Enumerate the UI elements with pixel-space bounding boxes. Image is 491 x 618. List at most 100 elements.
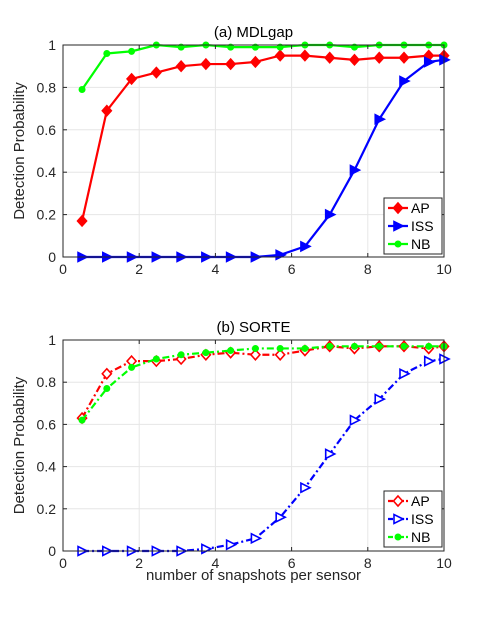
data-point-iss: [423, 355, 436, 367]
axes-box: [62, 339, 445, 552]
data-point-iss: [300, 240, 312, 253]
y-tick-label: 0: [48, 543, 56, 559]
plot-area: [63, 340, 444, 551]
legend-marker-ap: [392, 494, 404, 508]
data-point-nb: [227, 43, 235, 51]
chart-panel-a: 0 2 4 6 8 10 0 0.2 0.4 0.6 0.8 1 (a) MDLgap Detection…: [11, 24, 452, 277]
data-point-nb: [350, 43, 358, 51]
x-tick-label: 2: [135, 555, 143, 571]
data-point-ap: [126, 72, 138, 86]
y-tick-label: 0.4: [37, 459, 57, 475]
legend-marker-iss: [393, 220, 405, 232]
data-point-ap: [76, 214, 88, 228]
y-tick-label: 0.8: [37, 374, 57, 390]
data-point-ap: [225, 57, 237, 71]
data-point-iss: [275, 511, 287, 524]
data-point-ap: [274, 49, 286, 62]
data-point-nb: [251, 344, 259, 352]
series-nb: [78, 342, 448, 424]
data-point-ap: [249, 348, 261, 361]
data-point-nb: [326, 342, 334, 350]
data-point-iss: [374, 113, 387, 125]
x-tick-label: 4: [212, 555, 220, 571]
data-point-nb: [276, 43, 284, 51]
data-point-ap: [373, 51, 385, 64]
data-point-iss: [250, 532, 263, 545]
x-tick-label: 8: [364, 261, 372, 277]
y-tick-label: 1: [48, 37, 56, 53]
data-point-ap: [101, 104, 113, 117]
legend-marker-iss: [393, 513, 405, 525]
legend-label-nb: NB: [411, 236, 430, 252]
y-axis-label: Detection Probability: [11, 376, 28, 514]
y-tick-label: 0: [48, 249, 56, 265]
data-point-ap: [348, 53, 361, 67]
x-tick-label: 10: [436, 261, 452, 277]
series-ap: [76, 49, 450, 228]
data-point-nb: [103, 49, 111, 57]
data-point-ap: [200, 57, 212, 71]
data-point-iss: [374, 393, 387, 405]
legend-label-iss: ISS: [411, 218, 434, 234]
chart-title: (a) MDLgap: [214, 24, 293, 41]
data-point-ap: [274, 348, 286, 361]
x-tick-label: 0: [59, 261, 67, 277]
data-point-nb: [375, 342, 383, 350]
data-point-nb: [152, 355, 160, 363]
series-line-nb: [81, 345, 444, 421]
data-point-iss: [399, 367, 411, 380]
chart-title: (b) SORTE: [217, 319, 291, 336]
y-tick-label: 0.6: [37, 122, 57, 138]
data-point-nb: [128, 47, 136, 55]
legend-label-iss: ISS: [411, 511, 434, 527]
data-point-ap: [398, 51, 410, 64]
legend-label-nb: NB: [411, 529, 430, 545]
axes-box: [62, 44, 445, 258]
legend: AP ISS NB: [383, 197, 443, 255]
x-tick-label: 6: [288, 555, 296, 571]
x-tick-label: 4: [212, 261, 220, 277]
data-point-nb: [103, 385, 111, 393]
legend-marker-nb: [394, 240, 402, 248]
y-tick-label: 0.2: [37, 501, 57, 517]
data-point-nb: [177, 351, 185, 359]
data-point-nb: [251, 43, 259, 51]
x-tick-label: 8: [364, 555, 372, 571]
legend: AP ISS NB: [383, 490, 443, 548]
data-point-iss: [300, 481, 312, 494]
data-point-nb: [177, 43, 185, 51]
data-point-ap: [249, 55, 261, 69]
data-point-ap: [175, 60, 187, 73]
y-tick-label: 0.8: [37, 79, 57, 95]
data-point-nb: [301, 344, 309, 352]
legend-label-ap: AP: [411, 493, 430, 509]
legend-marker-nb: [394, 533, 402, 541]
y-tick-label: 0.4: [37, 164, 57, 180]
data-point-iss: [324, 448, 337, 460]
x-tick-label: 10: [436, 555, 452, 571]
data-point-ap: [324, 51, 336, 64]
x-axis-label: number of snapshots per sensor: [146, 567, 361, 584]
data-point-iss: [349, 164, 362, 176]
data-point-nb: [78, 416, 86, 424]
legend-marker-ap: [392, 201, 404, 215]
data-point-ap: [101, 367, 113, 380]
x-tick-label: 6: [288, 261, 296, 277]
series-line-ap: [80, 54, 444, 222]
data-point-ap: [299, 49, 311, 62]
data-point-iss: [399, 75, 411, 87]
data-point-nb: [202, 349, 210, 357]
chart-panel-b: 0 2 4 6 8 10 0 0.2 0.4 0.6 0.8 1 (b) SORTE Detection …: [11, 319, 452, 584]
data-point-nb: [400, 342, 408, 350]
y-tick-label: 0.6: [37, 416, 57, 432]
data-point-nb: [425, 342, 433, 350]
data-point-iss: [423, 56, 436, 68]
data-point-iss: [324, 208, 337, 221]
legend-label-ap: AP: [411, 200, 430, 216]
plot-area: [63, 45, 444, 257]
data-point-nb: [128, 363, 136, 371]
x-tick-label: 2: [135, 261, 143, 277]
data-point-nb: [276, 344, 284, 352]
y-tick-label: 0.2: [37, 207, 57, 223]
